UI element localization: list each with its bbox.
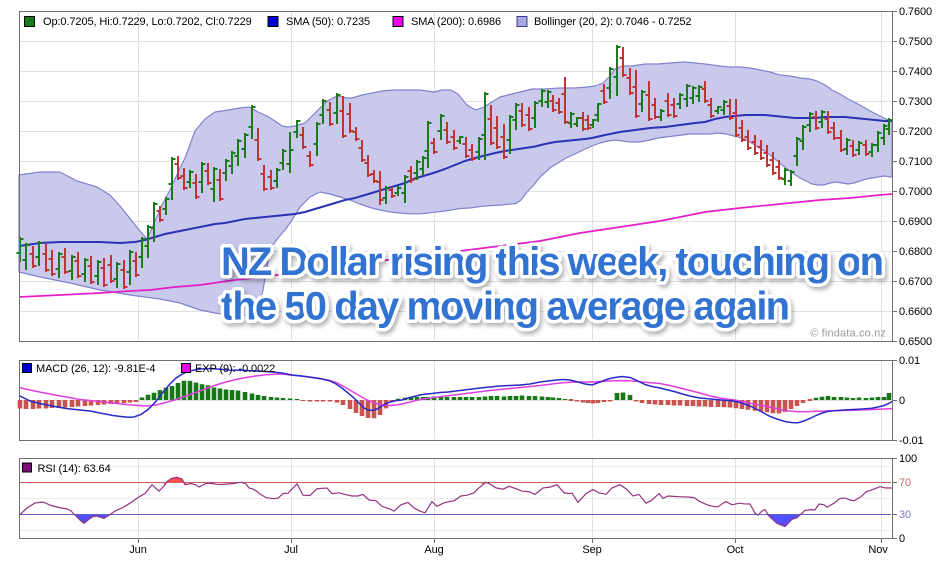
svg-text:EXP (9): -0.0022: EXP (9): -0.0022 xyxy=(195,363,275,375)
svg-text:0.7100: 0.7100 xyxy=(899,156,932,168)
svg-text:0.6700: 0.6700 xyxy=(899,276,932,288)
svg-text:Jul: Jul xyxy=(284,544,298,556)
svg-text:0.6800: 0.6800 xyxy=(899,246,932,258)
svg-text:SMA (50): 0.7235: SMA (50): 0.7235 xyxy=(286,16,370,28)
svg-text:0: 0 xyxy=(899,533,905,545)
svg-text:100: 100 xyxy=(899,453,917,465)
svg-text:the 50 day moving average agai: the 50 day moving average again xyxy=(221,285,790,329)
svg-text:-0.01: -0.01 xyxy=(899,435,924,447)
svg-text:Nov: Nov xyxy=(868,544,888,556)
svg-text:Op:0.7205, Hi:0.7229, Lo:0.720: Op:0.7205, Hi:0.7229, Lo:0.7202, Cl:0.72… xyxy=(43,16,252,28)
svg-text:0.01: 0.01 xyxy=(899,355,920,367)
svg-text:30: 30 xyxy=(899,509,911,521)
svg-text:Sep: Sep xyxy=(582,544,601,556)
svg-text:NZ Dollar rising this week, to: NZ Dollar rising this week, touching on xyxy=(221,240,884,284)
svg-text:70: 70 xyxy=(899,477,911,489)
svg-text:0.7300: 0.7300 xyxy=(899,96,932,108)
svg-text:0.7500: 0.7500 xyxy=(899,36,932,48)
svg-text:Jun: Jun xyxy=(129,544,146,556)
svg-text:Bollinger (20, 2): 0.7046 - 0.: Bollinger (20, 2): 0.7046 - 0.7252 xyxy=(534,16,691,28)
svg-text:0.6600: 0.6600 xyxy=(899,306,932,318)
svg-text:0.7200: 0.7200 xyxy=(899,126,932,138)
svg-text:0.7600: 0.7600 xyxy=(899,6,932,18)
svg-text:0.6900: 0.6900 xyxy=(899,216,932,228)
svg-text:Oct: Oct xyxy=(727,544,744,556)
svg-text:MACD (26, 12): -9.81E-4: MACD (26, 12): -9.81E-4 xyxy=(36,363,155,375)
svg-text:0: 0 xyxy=(899,395,905,407)
svg-text:0.6500: 0.6500 xyxy=(899,336,932,348)
svg-text:0.7400: 0.7400 xyxy=(899,66,932,78)
svg-text:Aug: Aug xyxy=(424,544,443,556)
svg-text:© findata.co.nz: © findata.co.nz xyxy=(810,328,886,340)
svg-text:0.7000: 0.7000 xyxy=(899,186,932,198)
svg-text:SMA (200): 0.6986: SMA (200): 0.6986 xyxy=(411,16,501,28)
svg-text:RSI (14): 63.64: RSI (14): 63.64 xyxy=(38,463,111,475)
